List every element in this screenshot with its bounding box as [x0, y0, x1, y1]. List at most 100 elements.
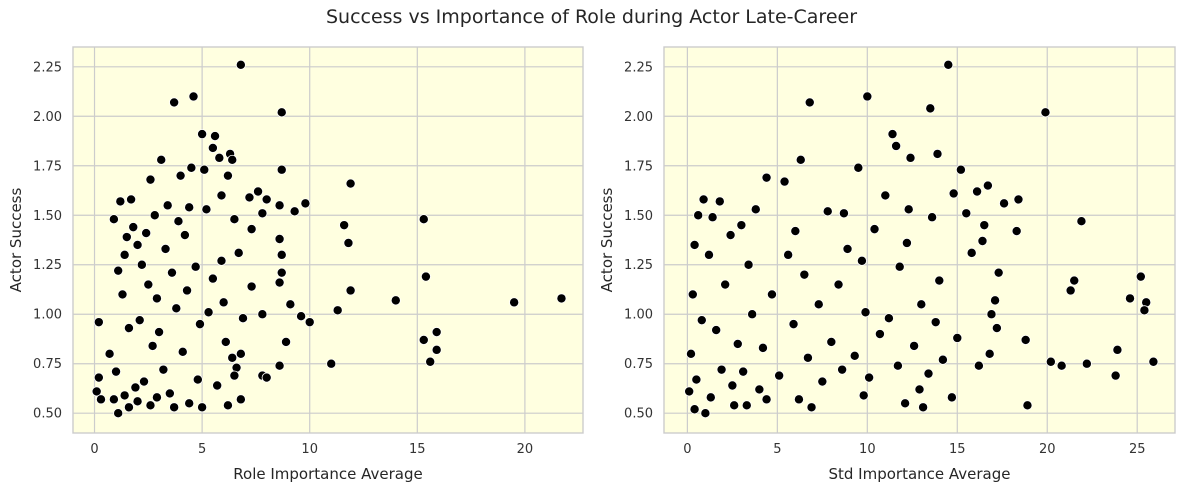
data-point — [141, 228, 152, 239]
data-point — [509, 297, 520, 308]
data-point — [883, 313, 894, 324]
data-point — [207, 142, 218, 153]
y-tick-label: 2.00 — [624, 110, 653, 125]
data-point — [952, 332, 963, 343]
data-point — [162, 200, 173, 211]
x-tick-label: 25 — [1129, 442, 1146, 457]
data-point — [725, 230, 736, 241]
data-point — [123, 402, 134, 413]
y-tick-label: 0.50 — [33, 407, 62, 422]
data-point — [276, 249, 287, 260]
data-point — [761, 394, 772, 405]
data-point — [804, 97, 815, 108]
data-point — [687, 289, 698, 300]
data-point — [932, 148, 943, 159]
data-point — [984, 348, 995, 359]
data-point — [108, 394, 119, 405]
data-point — [145, 174, 156, 185]
data-point — [194, 319, 205, 330]
plot-area — [664, 47, 1175, 433]
data-point — [990, 295, 1001, 306]
x-tick-label: 0 — [90, 442, 98, 457]
data-point — [343, 237, 354, 248]
y-tick-label: 1.25 — [33, 258, 62, 273]
data-point — [891, 140, 902, 151]
data-point — [849, 350, 860, 361]
data-point — [151, 293, 162, 304]
data-point — [121, 232, 132, 243]
x-tick-label: 5 — [198, 442, 206, 457]
data-point — [229, 214, 240, 225]
data-point — [711, 325, 722, 336]
data-point — [420, 271, 431, 282]
data-point — [860, 307, 871, 318]
data-point — [117, 289, 128, 300]
data-point — [973, 360, 984, 371]
data-point — [139, 376, 150, 387]
data-point — [887, 129, 898, 140]
data-point — [182, 285, 193, 296]
data-point — [104, 348, 115, 359]
data-point — [766, 289, 777, 300]
data-point — [147, 340, 158, 351]
data-point — [173, 216, 184, 227]
data-point — [177, 346, 188, 357]
axes-frame — [663, 46, 1176, 434]
data-point — [1069, 275, 1080, 286]
data-point — [197, 402, 208, 413]
data-point — [806, 402, 817, 413]
data-point — [296, 311, 307, 322]
y-tick-label: 2.25 — [624, 60, 653, 75]
y-tick-label: 0.50 — [624, 407, 653, 422]
data-point — [210, 131, 221, 142]
data-point — [233, 247, 244, 258]
data-point — [1065, 285, 1076, 296]
data-point — [869, 224, 880, 235]
data-point — [169, 402, 180, 413]
data-point — [943, 59, 954, 70]
y-axis-label: Actor Success — [598, 188, 616, 293]
data-point — [833, 279, 844, 290]
data-point — [754, 384, 765, 395]
data-point — [750, 204, 761, 215]
data-point — [123, 323, 134, 334]
x-tick-label: 20 — [517, 442, 534, 457]
data-point — [111, 366, 122, 377]
data-point — [858, 390, 869, 401]
data-point — [1022, 400, 1033, 411]
data-point — [274, 360, 285, 371]
x-tick-label: 10 — [859, 442, 876, 457]
data-point — [91, 386, 102, 397]
data-point — [837, 364, 848, 375]
data-point — [856, 255, 867, 266]
data-point — [822, 206, 833, 217]
data-point — [982, 180, 993, 191]
data-point — [914, 384, 925, 395]
data-point — [246, 224, 257, 235]
data-point — [826, 336, 837, 347]
data-point — [175, 170, 186, 181]
data-point — [1110, 370, 1121, 381]
y-tick-label: 1.00 — [33, 308, 62, 323]
y-tick-label: 1.50 — [624, 209, 653, 224]
data-point — [991, 323, 1002, 334]
data-point — [207, 273, 218, 284]
data-point — [799, 269, 810, 280]
data-point — [192, 374, 203, 385]
data-point — [986, 309, 997, 320]
data-point — [156, 154, 167, 165]
data-point — [691, 374, 702, 385]
data-point — [216, 255, 227, 266]
data-point — [186, 162, 197, 173]
data-point — [425, 356, 436, 367]
data-point — [795, 154, 806, 165]
data-point — [253, 186, 264, 197]
data-point — [136, 259, 147, 270]
data-point — [937, 354, 948, 365]
data-point — [556, 293, 567, 304]
data-point — [948, 188, 959, 199]
data-point — [705, 392, 716, 403]
data-point — [1135, 271, 1146, 282]
data-point — [1011, 226, 1022, 237]
